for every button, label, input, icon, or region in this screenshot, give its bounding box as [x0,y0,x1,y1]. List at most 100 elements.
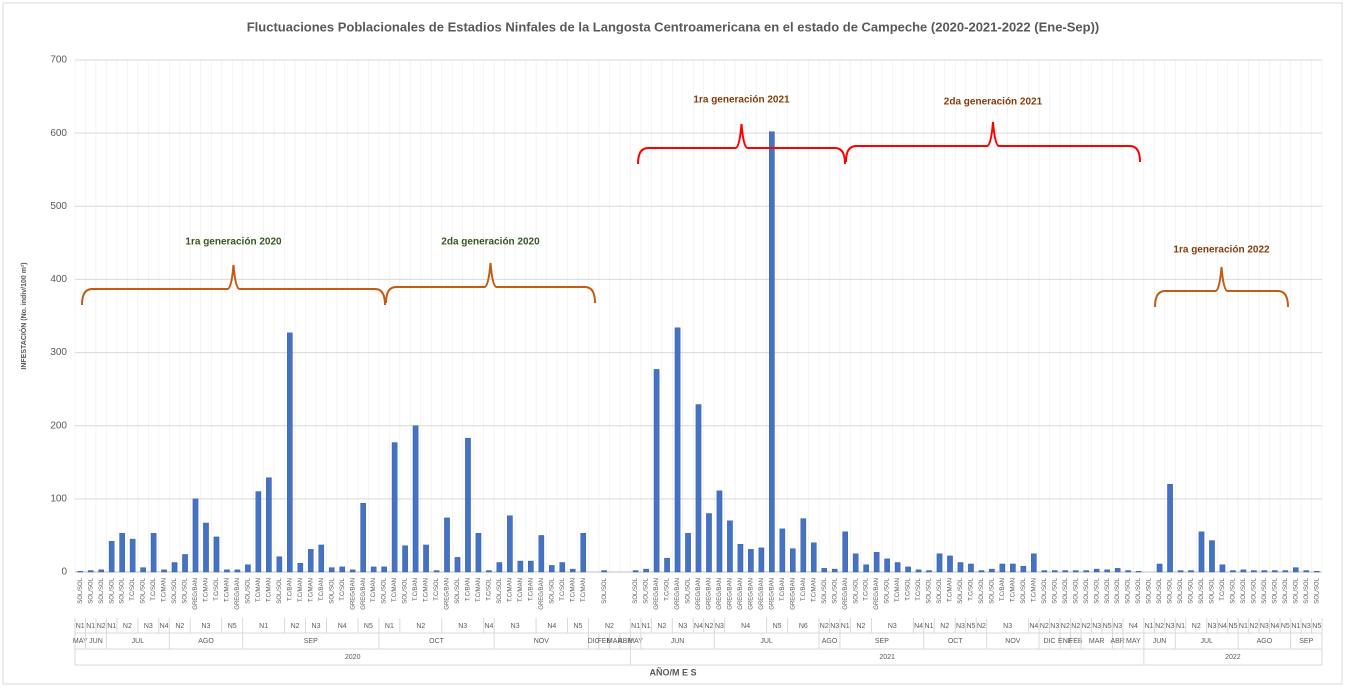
bar [203,522,209,573]
x-tick-label: T.C/SOL [1220,577,1226,600]
stage-label: N3 [1166,623,1175,630]
bar [1313,571,1320,573]
annotation-label: 1ra generación 2022 [1173,245,1270,256]
bar [538,535,545,573]
x-tick-label: SOL/SOL [853,577,859,603]
x-tick-label: T.C/BAN [287,578,293,601]
bar [653,369,660,573]
x-tick-label: SOL/SOL [1094,577,1100,603]
bar [842,531,849,573]
annotation-label: 2da generación 2021 [944,97,1043,108]
x-tick-label: T.C/MAN [225,578,231,602]
stage-label: N2 [820,623,829,630]
bar [234,569,241,573]
stage-label: N2 [175,623,184,630]
bar [580,533,587,573]
bar [339,566,346,573]
bar [1020,565,1027,573]
x-tick-label: GREG/BAN [235,578,241,610]
stage-label: N4 [1270,623,1279,630]
x-tick-label: SOL/SOL [832,577,838,603]
month-label: JUL [1201,638,1214,645]
bar [926,570,932,573]
y-tick-label: 100 [50,493,67,504]
x-tick-label: T.C/BAN [319,578,325,601]
bar [318,544,325,573]
stage-label: N3 [458,623,467,630]
stage-label: N4 [547,623,556,630]
stage-label: N4 [484,623,493,630]
bar [894,562,901,573]
x-tick-label: SOL/SOL [120,577,126,603]
x-tick-label: GREG/BAN [654,578,660,610]
bar [884,558,890,573]
bar [769,131,775,573]
x-tick-label: T.C/SOL [560,577,566,600]
annotation-brace [637,123,846,165]
x-tick-label: SOL/SOL [1147,577,1153,603]
bar [454,557,461,573]
bar [685,533,691,573]
x-tick-label: GREG/BAN [759,578,765,610]
x-tick-label: T.C/MAN [895,578,901,602]
x-tick-label: T.C/BAN [413,578,419,601]
bar [255,491,262,573]
bar [213,536,220,573]
stage-label: N2 [1061,623,1070,630]
x-tick-label: T.C/MAN [424,578,430,602]
x-tick-label: GREG/BAN [193,578,199,610]
bar [276,556,283,573]
x-tick-label: SOL/SOL [549,577,555,603]
stage-label: N2 [1192,623,1201,630]
x-tick-label: SOL/SOL [1241,577,1247,603]
stage-label: N2 [856,623,865,630]
bar [1031,553,1037,573]
x-tick-label: SOL/SOL [497,577,503,603]
x-tick-label: GREG/BAN [728,578,734,610]
bar [328,567,335,573]
month-label: DIC [1044,638,1056,645]
bar [1293,567,1299,573]
x-tick-label: GREG/BAN [539,578,545,610]
stage-label: N2 [940,623,949,630]
x-tick-label: GREG/BAN [696,578,702,610]
y-tick-label: 700 [50,55,67,66]
bar [287,332,293,573]
annotation-label: 2da generación 2020 [441,237,540,248]
x-tick-label: SOL/SOL [937,577,943,603]
bar [821,568,828,573]
month-label: SEP [875,638,889,645]
x-tick-label: GREG/BAN [769,578,775,610]
bar [632,570,639,573]
stage-label: N3 [1207,623,1216,630]
x-tick-label: SOL/SOL [1052,577,1058,603]
bar [905,566,911,573]
bar [957,562,964,573]
stage-label: N5 [364,623,373,630]
x-tick-label: SOL/SOL [183,577,189,603]
stage-label: N5 [1312,623,1321,630]
stage-label: N2 [977,623,986,630]
x-tick-label: SOL/SOL [1021,577,1027,603]
bar [716,490,723,573]
annotation-brace [81,264,386,306]
bar [1093,568,1100,573]
x-tick-label: T.C/MAN [518,578,524,602]
bar [873,552,880,573]
x-tick-label: SOL/SOL [403,577,409,603]
bar [402,545,408,573]
bar [1156,563,1163,573]
x-tick-label: SOL/SOL [602,577,608,603]
bar [87,570,94,573]
x-tick-label: T.C/MAN [1031,578,1037,602]
bar [852,553,859,573]
bar [307,549,314,573]
x-tick-label: GREG/BAN [738,578,744,610]
annotation-brace [385,262,596,304]
year-label: 2020 [345,654,361,661]
x-tick-label: SOL/SOL [1262,577,1268,603]
stage-label: N4 [741,623,750,630]
x-tick-label: SOL/SOL [644,577,650,603]
month-label: AGO [198,638,214,645]
bar [475,533,482,573]
